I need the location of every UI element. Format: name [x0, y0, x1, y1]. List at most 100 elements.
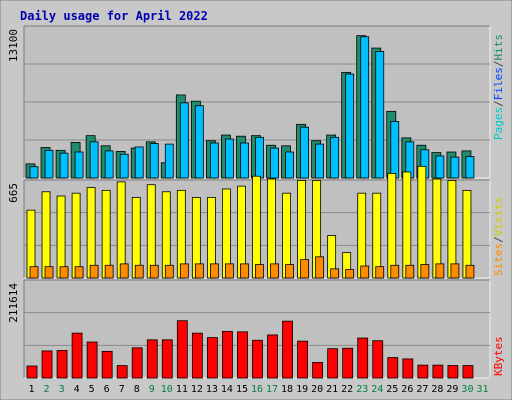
bar-sites	[405, 264, 415, 279]
x-tick-label: 8	[134, 384, 140, 395]
x-tick-label: 19	[296, 384, 308, 395]
bar-kbytes	[237, 331, 248, 379]
panel-hits-files-pages: 13100	[7, 25, 491, 179]
bar-sites	[29, 266, 39, 279]
bar-files	[330, 136, 340, 179]
x-tick-label: 14	[221, 384, 233, 395]
bar-files	[435, 155, 445, 179]
bar-sites	[44, 266, 54, 279]
x-tick-label: 13	[206, 384, 218, 395]
bar-kbytes	[252, 339, 263, 379]
legend-pages-files-hits: Pages/Files/Hits	[492, 34, 505, 140]
x-tick-label: 12	[191, 384, 203, 395]
bar-kbytes	[206, 337, 218, 379]
y-max-label: 13100	[7, 29, 20, 62]
x-tick-label: 4	[74, 384, 80, 395]
bar-sites	[89, 264, 99, 279]
panels: 13100 665 211614	[7, 25, 491, 379]
bar-sites	[360, 265, 370, 279]
bar-kbytes	[282, 320, 293, 379]
bar-kbytes	[101, 350, 113, 379]
bar-visits	[101, 189, 111, 279]
bar-sites	[465, 264, 475, 279]
x-tick-label: 10	[161, 384, 173, 395]
bar-files	[179, 102, 189, 179]
bar-visits	[267, 178, 276, 279]
bar-files	[450, 156, 460, 179]
bar-sites	[149, 264, 159, 279]
legend-label-part: Pages	[492, 107, 505, 140]
x-tick-label: 30	[461, 384, 473, 395]
bar-files	[375, 51, 385, 179]
bar-kbytes	[402, 358, 414, 379]
bar-visits	[432, 178, 442, 279]
bar-kbytes	[71, 332, 83, 379]
bar-files	[104, 150, 114, 179]
legend-label-part: /	[492, 100, 505, 107]
panel-kbytes: 211614	[7, 279, 491, 379]
bar-visits	[387, 172, 397, 279]
bar-sites	[450, 263, 460, 279]
x-axis-labels: 1 2 3 4 5 6 7 8 9 10 11 12 13 14 15 16 17 18 19 20 21 22 23 24 2…	[29, 384, 489, 395]
bar-sites	[134, 264, 144, 279]
bar-sites	[255, 264, 264, 279]
legend-label-part: Files	[492, 67, 505, 100]
bar-visits	[41, 191, 51, 279]
bar-sites	[435, 263, 445, 279]
bar-kbytes	[417, 364, 429, 379]
bar-kbytes	[86, 341, 98, 379]
bar-files	[270, 147, 279, 179]
bar-visits	[56, 195, 66, 279]
bar-sites	[420, 264, 430, 279]
x-tick-label: 3	[59, 384, 65, 395]
legend-label-part: /	[492, 236, 505, 243]
bar-kbytes	[387, 357, 399, 379]
bar-kbytes	[312, 362, 324, 379]
bar-visits	[252, 175, 261, 279]
bar-files	[285, 151, 294, 179]
legend-label-part: KBytes	[492, 336, 505, 376]
bar-visits	[357, 192, 367, 279]
x-tick-label: 21	[326, 384, 338, 395]
bar-files	[29, 166, 39, 179]
x-tick-label: 1	[29, 384, 35, 395]
x-tick-label: 15	[236, 384, 248, 395]
bar-sites	[270, 263, 279, 279]
bar-kbytes	[297, 340, 308, 379]
bar-files	[360, 36, 370, 179]
x-tick-label: 31	[476, 384, 488, 395]
legend-label-part: /	[492, 61, 505, 68]
bar-kbytes	[161, 339, 173, 379]
x-tick-label: 25	[386, 384, 398, 395]
bar-kbytes	[56, 350, 68, 379]
bar-kbytes	[432, 364, 444, 379]
bar-files	[465, 156, 475, 179]
bar-sites	[59, 266, 69, 279]
y-max-label: 665	[7, 183, 20, 203]
x-tick-label: 9	[149, 384, 155, 395]
bar-kbytes	[41, 350, 53, 379]
bar-files	[74, 151, 84, 179]
y-max-label: 211614	[7, 283, 20, 323]
bar-kbytes	[146, 339, 158, 379]
bar-kbytes	[26, 365, 38, 379]
bar-files	[164, 143, 174, 179]
bar-sites	[330, 268, 340, 279]
bar-sites	[209, 263, 219, 279]
x-tick-label: 17	[266, 384, 278, 395]
x-tick-label: 5	[89, 384, 95, 395]
bar-files	[89, 141, 99, 179]
bar-files	[390, 121, 400, 179]
bar-kbytes	[342, 347, 354, 379]
bar-kbytes	[131, 347, 143, 379]
bar-kbytes	[327, 348, 339, 379]
x-tick-label: 26	[401, 384, 413, 395]
bar-kbytes	[176, 320, 188, 379]
bar-sites	[74, 266, 84, 279]
x-tick-label: 23	[356, 384, 368, 395]
bar-files	[209, 142, 219, 179]
x-tick-label: 24	[371, 384, 383, 395]
x-tick-label: 18	[281, 384, 293, 395]
bar-files	[59, 152, 69, 179]
